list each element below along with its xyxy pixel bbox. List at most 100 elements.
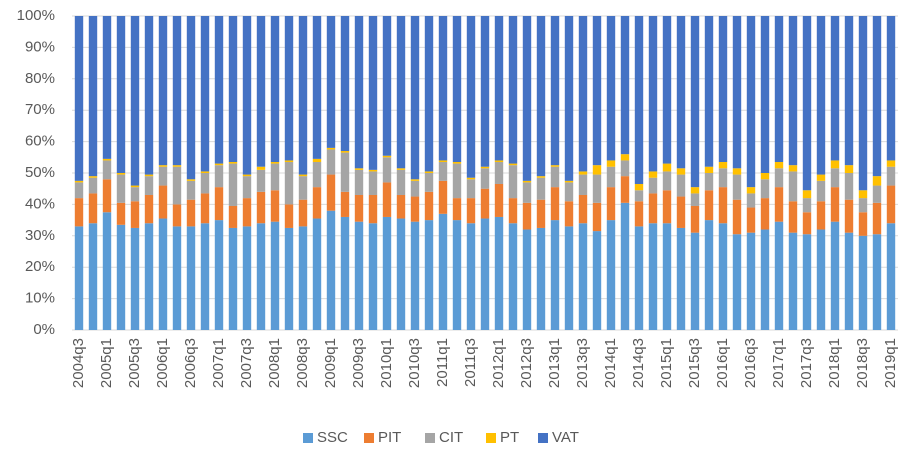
bar-segment (116, 224, 126, 330)
bar-segment (676, 168, 686, 175)
bar-segment (480, 16, 490, 167)
x-tick-label: 2014q1 (602, 338, 619, 388)
bar-segment (634, 16, 644, 184)
bar-segment (256, 169, 266, 192)
x-tick-label: 2008q3 (294, 338, 311, 388)
x-tick-label: 2004q3 (70, 338, 87, 388)
bar-segment (508, 163, 518, 166)
bar-segment (550, 187, 560, 221)
bar-segment (648, 171, 658, 178)
bar-segment (536, 16, 546, 177)
x-tick-label: 2007q1 (210, 338, 227, 388)
bar-segment (508, 223, 518, 330)
bar-segment (592, 174, 602, 203)
bar-segment (256, 223, 266, 330)
x-tick-label: 2009q1 (322, 338, 339, 388)
bar-segment (340, 16, 350, 152)
bar-segment (312, 162, 322, 188)
bar-segment (788, 232, 798, 330)
bar-segment (410, 16, 420, 180)
bar-segment (774, 16, 784, 163)
bar-segment (312, 158, 322, 163)
bar-segment (690, 16, 700, 188)
bar-segment (522, 202, 532, 230)
bar-segment (172, 166, 182, 205)
legend-swatch (303, 433, 313, 443)
y-tick-label: 40% (25, 195, 55, 212)
bar-segment (158, 185, 168, 219)
bar-segment (704, 173, 714, 191)
bar-segment (186, 180, 196, 200)
bar-segment (172, 226, 182, 330)
x-tick-label: 2008q1 (266, 338, 283, 388)
y-tick-label: 70% (25, 101, 55, 118)
bar-segment (186, 179, 196, 181)
bar-segment (88, 176, 98, 178)
bar-segment (606, 187, 616, 221)
bar-segment (872, 176, 882, 186)
bar-segment (340, 152, 350, 192)
bar-segment (718, 223, 728, 330)
bar-segment (438, 213, 448, 330)
bar-segment (592, 231, 602, 330)
x-tick-label: 2007q3 (238, 338, 255, 388)
bar-segment (200, 171, 210, 173)
bar-segment (438, 160, 448, 163)
bar-segment (340, 151, 350, 153)
x-tick-label: 2005q1 (98, 338, 115, 388)
bar-segment (88, 16, 98, 177)
bar-segment (522, 182, 532, 203)
bar-segment (256, 16, 266, 167)
bar-segment (396, 169, 406, 195)
legend-swatch (538, 433, 548, 443)
bar-segment (102, 16, 112, 159)
bar-segment (606, 220, 616, 330)
bar-segment (844, 16, 854, 166)
bar-segment (746, 16, 756, 188)
bar-segment (368, 194, 378, 224)
bar-segment (284, 227, 294, 330)
bar-segment (130, 187, 140, 202)
bar-segment (844, 165, 854, 173)
y-tick-label: 90% (25, 38, 55, 55)
bar-segment (284, 162, 294, 205)
bar-segment (228, 163, 238, 206)
bar-segment (424, 191, 434, 221)
bar-segment (116, 16, 126, 173)
y-tick-label: 50% (25, 164, 55, 181)
bar-segment (634, 190, 644, 202)
y-tick-label: 100% (17, 7, 55, 24)
bar-segment (592, 202, 602, 232)
bar-segment (452, 16, 462, 163)
bar-segment (354, 168, 364, 170)
legend-label: PT (500, 429, 519, 446)
y-tick-label: 0% (33, 321, 55, 338)
bar-segment (550, 166, 560, 188)
bar-segment (550, 165, 560, 167)
bar-segment (704, 220, 714, 330)
bar-segment (816, 174, 826, 181)
x-tick-label: 2006q1 (154, 338, 171, 388)
bar-segment (564, 226, 574, 330)
bar-segment (228, 162, 238, 164)
bar-segment (270, 163, 280, 191)
bar-segment (732, 199, 742, 235)
bar-segment (606, 160, 616, 167)
bar-segment (186, 16, 196, 180)
bar-segment (214, 165, 224, 188)
y-tick-label: 80% (25, 70, 55, 87)
bar-segment (718, 162, 728, 169)
bar-segment (452, 198, 462, 221)
x-tick-label: 2017q3 (798, 338, 815, 388)
bar-segment (382, 16, 392, 156)
bar-segment (816, 229, 826, 330)
bar-segment (242, 226, 252, 330)
bar-segment (88, 193, 98, 224)
bar-segment (830, 187, 840, 222)
bar-segment (396, 16, 406, 169)
bar-segment (830, 160, 840, 169)
bar-segment (578, 174, 588, 195)
bar-segment (564, 180, 574, 183)
bar-segment (802, 234, 812, 330)
bar-segment (382, 216, 392, 330)
